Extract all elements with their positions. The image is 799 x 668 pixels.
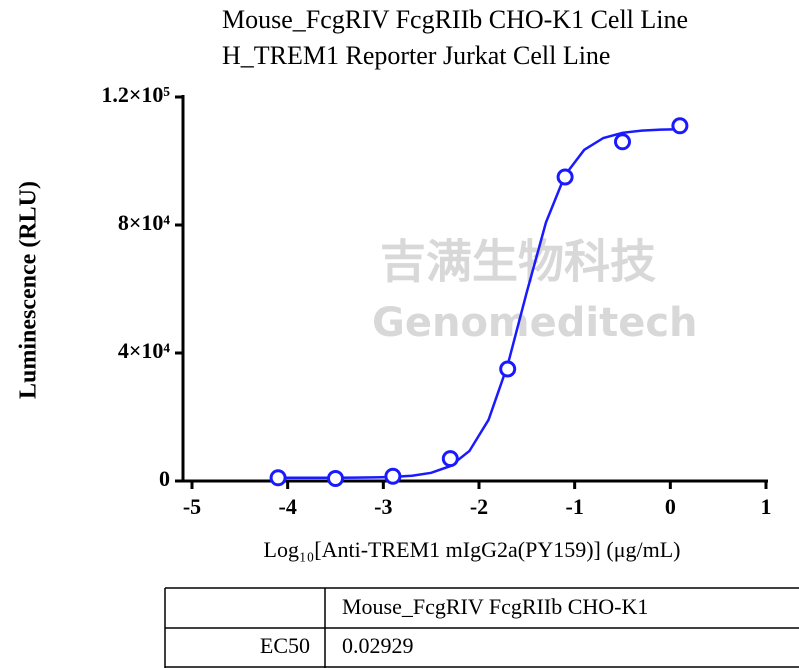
x-tick-label: -2 (470, 494, 488, 519)
chart-title: H_TREM1 Reporter Jurkat Cell Line (222, 41, 610, 70)
x-tick-label: -5 (183, 494, 201, 519)
table-cell: 0.02929 (342, 633, 414, 658)
table-header: Mouse_FcgRIV FcgRIIb CHO-K1 (342, 594, 648, 619)
y-tick-label: 0 (159, 466, 170, 491)
fit-curve (278, 128, 680, 480)
table (164, 587, 799, 668)
data-point (671, 117, 689, 135)
watermark: 吉满生物科技 (380, 235, 656, 289)
y-tick-label: 8×10⁴ (118, 210, 171, 235)
data-point (384, 467, 402, 485)
x-tick-label: 0 (665, 494, 676, 519)
watermark: Genomeditech (372, 300, 698, 346)
data-point (614, 133, 631, 151)
y-axis-label: Luminescence (RLU) (16, 181, 42, 399)
y-tick-label: 1.2×10⁵ (101, 82, 170, 107)
data-point (269, 469, 287, 487)
x-tick-label: -4 (279, 494, 297, 519)
x-tick-label: -3 (374, 494, 392, 519)
y-tick-label: 4×10⁴ (118, 338, 171, 363)
data-point (556, 168, 574, 186)
data-point (499, 360, 517, 378)
data-point (441, 450, 459, 468)
chart-title: Mouse_FcgRIV FcgRIIb CHO-K1 Cell Line (222, 5, 688, 34)
x-axis-label: Log₁₀[Anti-TREM1 mIgG2a(PY159)] (μg/mL) (264, 537, 681, 562)
table-cell: EC50 (260, 633, 310, 658)
x-tick-label: 1 (761, 494, 772, 519)
data-point (327, 469, 344, 487)
x-tick-label: -1 (566, 494, 584, 519)
